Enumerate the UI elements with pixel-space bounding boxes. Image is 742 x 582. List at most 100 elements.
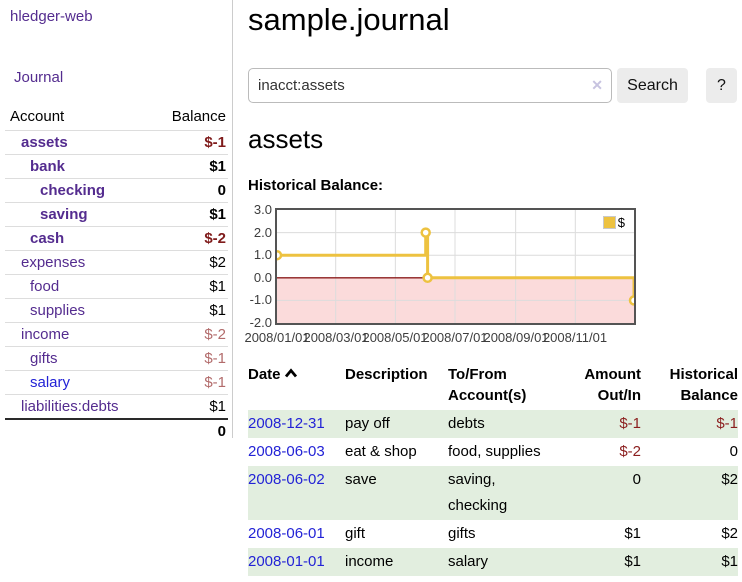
sidebar: hledger-web Journal Account Balance asse… [0,0,233,443]
x-axis-tick-label: 2008/03/01 [303,330,369,345]
transaction-date-link[interactable]: 2008-12-31 [248,415,325,432]
legend-label: $ [617,215,625,230]
chart-canvas [277,210,634,323]
account-link[interactable]: food [30,278,60,295]
account-balance: $1 [149,394,228,419]
register-header-amount: Amount Out/In [584,366,641,404]
transaction-balance-cell: 0 [729,443,738,460]
register-header-accounts: To/From Account(s) [448,366,527,404]
account-row: salary $-1 [5,370,228,395]
transaction-description-cell: eat & shop [345,443,417,460]
x-axis-tick-label: 2008/05/01 [362,330,428,345]
register-header-date[interactable]: Date [248,363,345,410]
register-header-balance: Historical Balance [669,366,738,404]
account-balance: $1 [149,274,228,299]
account-row: food $1 [5,274,228,299]
account-balance: $1 [149,154,228,179]
account-row: cash $-2 [5,226,228,251]
app-title-link[interactable]: hledger-web [10,8,93,25]
transaction-balance-cell: $1 [721,553,738,570]
search-input[interactable] [248,68,612,103]
account-row: bank $1 [5,154,228,179]
account-link[interactable]: salary [30,374,71,391]
x-axis-tick-label: 2008/07/01 [422,330,488,345]
transaction-description-cell: save [345,471,377,488]
account-link[interactable]: gifts [30,350,58,367]
account-row: expenses $2 [5,250,228,275]
transaction-date-cell: 2008-06-02 [248,466,345,520]
accounts-table: Account Balance assets $-1 bank $1 checking 0… [5,104,228,443]
register-table: Date Description To/From Account(s) Amou… [248,363,738,576]
register-row: 2008-06-01 gift gifts $1 $2 [248,520,738,548]
transaction-amount-cell: 0 [632,471,641,488]
accounts-header-balance: Balance [171,108,226,125]
search-form: ✕ Search ? [248,68,738,103]
account-balance: 0 [149,178,228,203]
y-axis-tick-label: 3.0 [253,202,272,217]
transaction-description-cell: gift [345,525,366,542]
transaction-amount-cell: $-1 [619,415,641,432]
account-balance: $-2 [149,322,228,347]
transaction-accounts-cell: gifts [448,525,476,542]
transaction-amount-cell: $-2 [619,443,641,460]
account-balance: $-1 [149,346,228,371]
account-link[interactable]: bank [30,158,66,175]
y-axis-tick-label: 0.0 [253,270,272,285]
chart-legend: $ [602,215,625,230]
journal-title: sample.journal [248,2,450,37]
nav-journal-link[interactable]: Journal [14,69,64,86]
account-link[interactable]: expenses [21,254,86,271]
transaction-date-cell: 2008-01-01 [248,548,345,576]
transaction-date-link[interactable]: 2008-06-01 [248,525,325,542]
account-balance: $-1 [149,370,228,395]
clear-search-icon[interactable]: ✕ [591,77,603,93]
account-row: income $-2 [5,322,228,347]
transaction-accounts-cell: food, supplies [448,443,541,460]
accounts-header-account: Account [10,108,65,125]
account-link[interactable]: cash [30,230,65,247]
account-row: assets $-1 [5,130,228,155]
account-row: liabilities:debts $1 [5,394,228,419]
chart-plot-area: $ [275,208,636,325]
transaction-date-cell: 2008-06-01 [248,520,345,548]
account-balance: $-2 [149,226,228,251]
transaction-date-link[interactable]: 2008-01-01 [248,553,325,570]
help-button[interactable]: ? [706,68,737,103]
transaction-date-link[interactable]: 2008-06-02 [248,471,325,488]
transaction-description-cell: income [345,553,394,570]
search-button[interactable]: Search [617,68,688,103]
account-link[interactable]: supplies [30,302,86,319]
transaction-description-cell: pay off [345,415,390,432]
account-row: saving $1 [5,202,228,227]
account-link[interactable]: liabilities:debts [21,398,119,415]
chart-title: Historical Balance: [248,177,384,194]
transaction-amount-cell: $1 [624,553,641,570]
x-axis-tick-label: 2008/09/01 [483,330,549,345]
register-header-description: Description [345,366,428,383]
account-balance: $1 [149,202,228,227]
transaction-date-link[interactable]: 2008-06-03 [248,443,325,460]
transaction-date-cell: 2008-06-03 [248,438,345,466]
transaction-balance-cell: $2 [721,471,738,488]
legend-swatch-icon [602,216,616,229]
account-link[interactable]: saving [40,206,88,223]
account-link[interactable]: checking [40,182,106,199]
account-heading: assets [248,124,324,154]
account-link[interactable]: income [21,326,70,343]
account-balance: $2 [149,250,228,275]
accounts-total-row: 0 [5,418,228,443]
transaction-accounts-cell: saving, checking [448,471,508,514]
transaction-amount-cell: $1 [624,525,641,542]
transaction-balance-cell: $-1 [716,415,738,432]
x-axis-tick-label: 2008/01/01 [244,330,310,345]
y-axis-tick-label: -1.0 [249,292,272,307]
y-axis-tick-label: -2.0 [249,315,272,330]
y-axis-tick-label: 1.0 [253,247,272,262]
x-axis-tick-label: 2008/11/01 [542,330,608,345]
accounts-total-value: 0 [149,418,228,443]
y-axis-tick-label: 2.0 [253,225,272,240]
account-link[interactable]: assets [21,134,68,151]
account-balance: $1 [149,298,228,323]
register-row: 2008-12-31 pay off debts $-1 $-1 [248,410,738,438]
transaction-accounts-cell: salary [448,553,489,570]
